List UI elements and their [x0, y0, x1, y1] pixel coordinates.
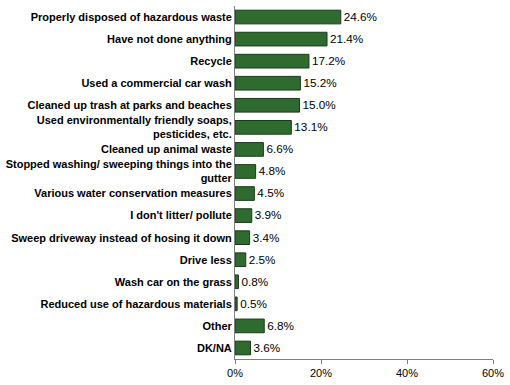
svg-text:3.4%: 3.4% [253, 231, 280, 244]
svg-text:15.2%: 15.2% [303, 76, 336, 89]
svg-text:20%: 20% [310, 367, 332, 379]
svg-text:4.8%: 4.8% [259, 164, 286, 177]
svg-text:Wash car on the grass: Wash car on the grass [115, 276, 232, 288]
svg-text:3.9%: 3.9% [255, 208, 282, 221]
svg-text:Drive less: Drive less [180, 254, 232, 266]
svg-text:Have not done anything: Have not done anything [107, 33, 232, 45]
svg-text:Properly disposed of hazardous: Properly disposed of hazardous waste [31, 11, 232, 23]
svg-text:21.4%: 21.4% [330, 32, 363, 45]
svg-text:Reduced use of hazardous mater: Reduced use of hazardous materials [40, 298, 231, 310]
svg-text:60%: 60% [482, 367, 504, 379]
svg-text:24.6%: 24.6% [344, 10, 377, 23]
svg-text:Sweep driveway instead of hosi: Sweep driveway instead of hosing it down [11, 232, 232, 244]
svg-text:Various water conservation mea: Various water conservation measures [34, 187, 231, 199]
svg-text:2.5%: 2.5% [249, 253, 276, 266]
svg-text:Cleaned up trash at parks and: Cleaned up trash at parks and beaches [28, 99, 232, 111]
svg-text:40%: 40% [396, 367, 418, 379]
svg-text:13.1%: 13.1% [294, 120, 327, 133]
svg-text:Cleaned up animal waste: Cleaned up animal waste [101, 143, 232, 155]
svg-text:17.2%: 17.2% [312, 54, 345, 67]
svg-text:DK/NA: DK/NA [197, 342, 232, 354]
svg-text:Used a commercial car wash: Used a commercial car wash [81, 77, 232, 89]
svg-text:0.5%: 0.5% [240, 297, 267, 310]
svg-text:3.6%: 3.6% [253, 341, 280, 354]
svg-text:Stopped washing/ sweeping thin: Stopped washing/ sweeping things into th… [6, 158, 233, 184]
svg-text:Other: Other [202, 320, 232, 332]
svg-text:0%: 0% [227, 367, 243, 379]
svg-text:15.0%: 15.0% [303, 98, 336, 111]
svg-text:Used environmentally friendly: Used environmentally friendly soaps,pest… [37, 114, 232, 140]
svg-text:6.8%: 6.8% [267, 319, 294, 332]
svg-text:4.5%: 4.5% [257, 186, 284, 199]
svg-text:0.8%: 0.8% [241, 275, 268, 288]
svg-text:I don't litter/ pollute: I don't litter/ pollute [130, 209, 232, 221]
svg-text:Recycle: Recycle [190, 55, 232, 67]
svg-text:6.6%: 6.6% [266, 142, 293, 155]
